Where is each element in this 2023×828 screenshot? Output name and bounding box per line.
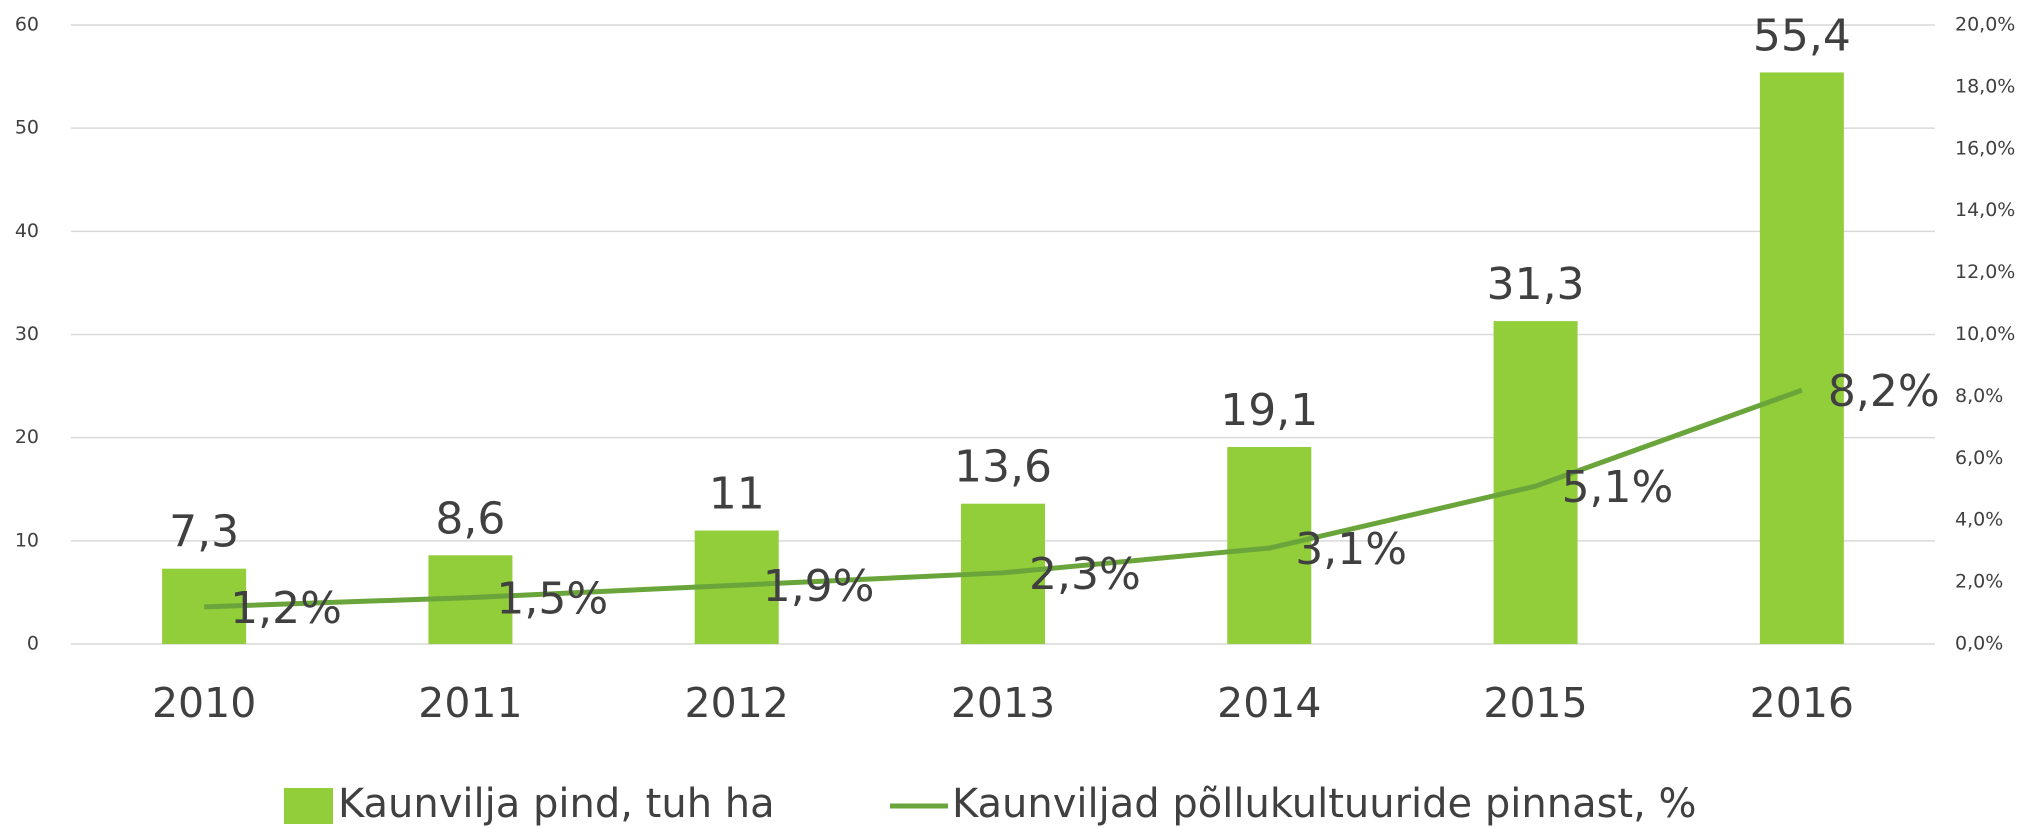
data-label: 8,2% — [1828, 366, 1940, 417]
bar — [1493, 321, 1578, 644]
y-tick-label: 0 — [27, 633, 39, 655]
data-label: 1,5% — [496, 574, 608, 625]
line — [204, 387, 1803, 610]
data-label: 11 — [709, 469, 765, 520]
y-tick-label: 60 — [15, 14, 39, 36]
x-tick-label: 2014 — [1217, 679, 1321, 727]
x-tick-label: 2011 — [418, 679, 522, 727]
legend-swatch — [284, 788, 333, 824]
y2-tick-label: 16,0% — [1955, 137, 2015, 159]
bar — [1227, 446, 1312, 644]
data-label: 2,3% — [1029, 549, 1141, 600]
legend-label: Kaunviljad põllukultuuride pinnast, % — [952, 781, 1697, 827]
x-tick-label: 2015 — [1483, 679, 1587, 727]
data-label: 7,3 — [169, 507, 239, 558]
y2-tick-label: 20,0% — [1955, 14, 2015, 36]
y2-tick-label: 14,0% — [1955, 199, 2015, 221]
y2-tick-label: 6,0% — [1955, 447, 2003, 469]
data-label: 31,3 — [1487, 259, 1585, 310]
data-label: 5,1% — [1562, 462, 1674, 513]
y-tick-label: 10 — [15, 529, 39, 551]
x-tick-label: 2010 — [152, 679, 256, 727]
x-tick-label: 2013 — [951, 679, 1055, 727]
data-label: 55,4 — [1753, 10, 1851, 61]
y-tick-label: 40 — [15, 220, 39, 242]
bar — [1759, 72, 1844, 644]
data-label: 19,1 — [1220, 385, 1318, 436]
y2-tick-label: 0,0% — [1955, 633, 2003, 655]
y2-tick-label: 8,0% — [1955, 385, 2003, 407]
data-label: 3,1% — [1295, 524, 1407, 575]
y-tick-label: 50 — [15, 117, 39, 139]
data-label: 13,6 — [954, 442, 1052, 493]
y-tick-label: 30 — [15, 323, 39, 345]
y-tick-label: 20 — [15, 426, 39, 448]
x-tick-label: 2012 — [685, 679, 789, 727]
x-tick-label: 2016 — [1750, 679, 1854, 727]
y2-tick-label: 4,0% — [1955, 509, 2003, 531]
y2-tick-label: 10,0% — [1955, 323, 2015, 345]
data-label: 1,9% — [763, 561, 875, 612]
legend-label: Kaunvilja pind, tuh ha — [338, 781, 775, 827]
y2-tick-label: 2,0% — [1955, 571, 2003, 593]
y2-tick-label: 12,0% — [1955, 261, 2015, 283]
data-label: 8,6 — [435, 493, 505, 544]
data-label: 1,2% — [230, 583, 342, 634]
y2-tick-label: 18,0% — [1955, 75, 2015, 97]
